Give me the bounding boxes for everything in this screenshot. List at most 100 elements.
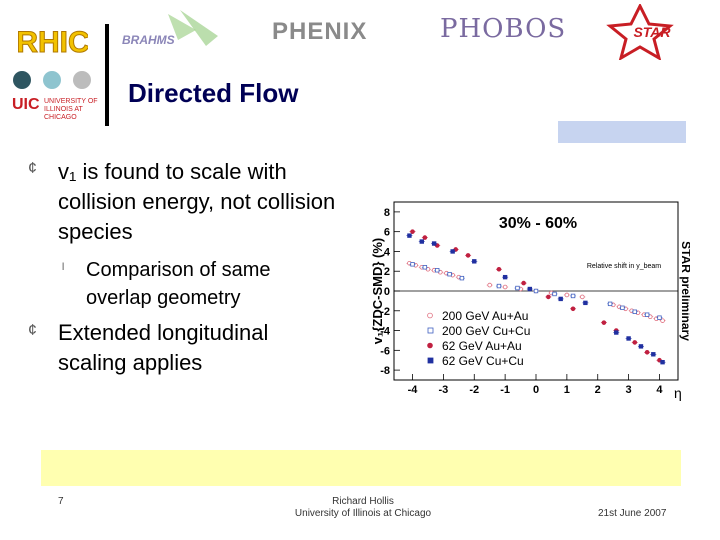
data-point (487, 282, 492, 288)
data-point (570, 306, 576, 312)
data-point (496, 266, 502, 272)
x-tick-label: 3 (626, 384, 632, 396)
x-tick-label: 1 (564, 384, 570, 396)
uic-logo: UIC (12, 96, 40, 113)
data-point (422, 235, 428, 240)
data-point (410, 229, 415, 234)
y-tick-label: 8 (384, 207, 390, 219)
data-point (431, 241, 437, 246)
presentation-date: 21st June 2007 (598, 508, 667, 519)
data-point (583, 300, 588, 306)
header-divider (105, 24, 109, 126)
brahms-logo: BRAHMS (122, 10, 218, 47)
legend-label: 200 GeV Cu+Cu (442, 324, 530, 338)
data-point (570, 293, 576, 299)
data-point (644, 312, 650, 317)
bullet-1: v₁ is found to scale with collision ener… (58, 159, 336, 244)
legend-label: 62 GeV Cu+Cu (442, 354, 524, 368)
centrality-label: 30% - 60% (499, 215, 577, 232)
uic-dots (13, 71, 91, 89)
legend-marker (427, 327, 434, 334)
legend-marker (427, 342, 433, 349)
author-affiliation: University of Illinois at Chicago (294, 508, 432, 519)
bullet-marker-icon: ¢ (28, 322, 37, 339)
data-point (552, 291, 557, 297)
x-tick-label: 0 (533, 384, 539, 396)
data-point (407, 233, 412, 238)
data-point (502, 274, 508, 280)
data-point (601, 320, 607, 325)
slide-title: Directed Flow (128, 78, 299, 108)
rhic-logo: RHIC (18, 10, 88, 68)
svg-text:BRAHMS: BRAHMS (122, 33, 175, 47)
data-point (626, 336, 631, 341)
data-point (527, 286, 533, 292)
data-point (632, 309, 637, 314)
data-point (620, 305, 625, 311)
y-tick-label: 6 (384, 227, 390, 239)
x-axis-label: η (674, 385, 682, 401)
data-point (419, 239, 424, 244)
highlight-box (558, 121, 686, 143)
data-point (533, 288, 539, 294)
data-point (459, 275, 465, 281)
bullet-2: Extended longitudinal scaling applies (58, 320, 269, 375)
svg-text:RHIC: RHIC (18, 26, 88, 59)
data-point (558, 296, 563, 302)
data-point (422, 265, 428, 270)
legend-marker (427, 357, 434, 364)
star-logo: STAR (606, 4, 674, 60)
page-number: 7 (58, 496, 64, 507)
data-point (450, 249, 455, 254)
x-tick-label: -3 (439, 384, 449, 396)
legend-label: 200 GeV Au+Au (442, 309, 528, 323)
highlight-strip (41, 450, 681, 486)
x-tick-label: -2 (469, 384, 479, 396)
bullet-marker-icon: ¢ (28, 160, 37, 177)
data-point (496, 283, 502, 289)
data-point (580, 294, 585, 300)
data-point (546, 294, 551, 300)
svg-text:STAR: STAR (633, 24, 671, 40)
relative-shift-annotation: Relative shift in y_beam (587, 263, 661, 270)
y-axis-label: v₁{ZDC-SMD} (%) (370, 238, 385, 345)
data-point (660, 359, 665, 365)
data-point (607, 301, 613, 307)
y-tick-label: -2 (380, 306, 390, 318)
legend-marker (427, 312, 433, 319)
phobos-logo: PHOBOS (440, 14, 567, 44)
y-tick-label: -4 (380, 326, 391, 338)
phenix-logo: PHENIX (272, 18, 368, 45)
x-tick-label: 2 (595, 384, 601, 396)
sub-bullet-1: Comparison of same overlap geometry (86, 259, 271, 309)
data-point (614, 330, 619, 335)
data-point (564, 292, 570, 298)
data-point (638, 344, 644, 349)
v1-eta-plot: v₁{ZDC-SMD} (%) 30% - 60% STAR prelimina… (360, 186, 690, 404)
data-point (465, 253, 471, 258)
y-tick-label: -6 (380, 345, 390, 357)
data-point (515, 285, 520, 291)
x-tick-label: -1 (500, 384, 510, 396)
star-preliminary-label: STAR preliminary (679, 241, 690, 341)
data-point (651, 352, 656, 357)
uic-logo-text: UNIVERSITY OF ILLINOIS AT CHICAGO (44, 98, 98, 121)
legend-label: 62 GeV Au+Au (442, 339, 522, 353)
y-tick-label: 0 (384, 286, 390, 298)
data-point (657, 315, 662, 320)
y-tick-label: 2 (384, 266, 390, 278)
sub-bullet-marker-icon: l (62, 262, 65, 273)
author-block: Richard Hollis University of Illinois at… (268, 496, 458, 520)
x-tick-label: 4 (656, 384, 663, 396)
data-point (472, 259, 477, 264)
x-tick-label: -4 (408, 384, 419, 396)
data-point (410, 262, 415, 267)
data-point (632, 340, 638, 345)
y-tick-label: -8 (380, 365, 390, 377)
data-point (447, 271, 452, 277)
data-point (435, 268, 440, 273)
data-point (521, 280, 526, 286)
y-tick-label: 4 (384, 246, 391, 258)
data-point (644, 350, 650, 355)
data-point (502, 284, 508, 290)
